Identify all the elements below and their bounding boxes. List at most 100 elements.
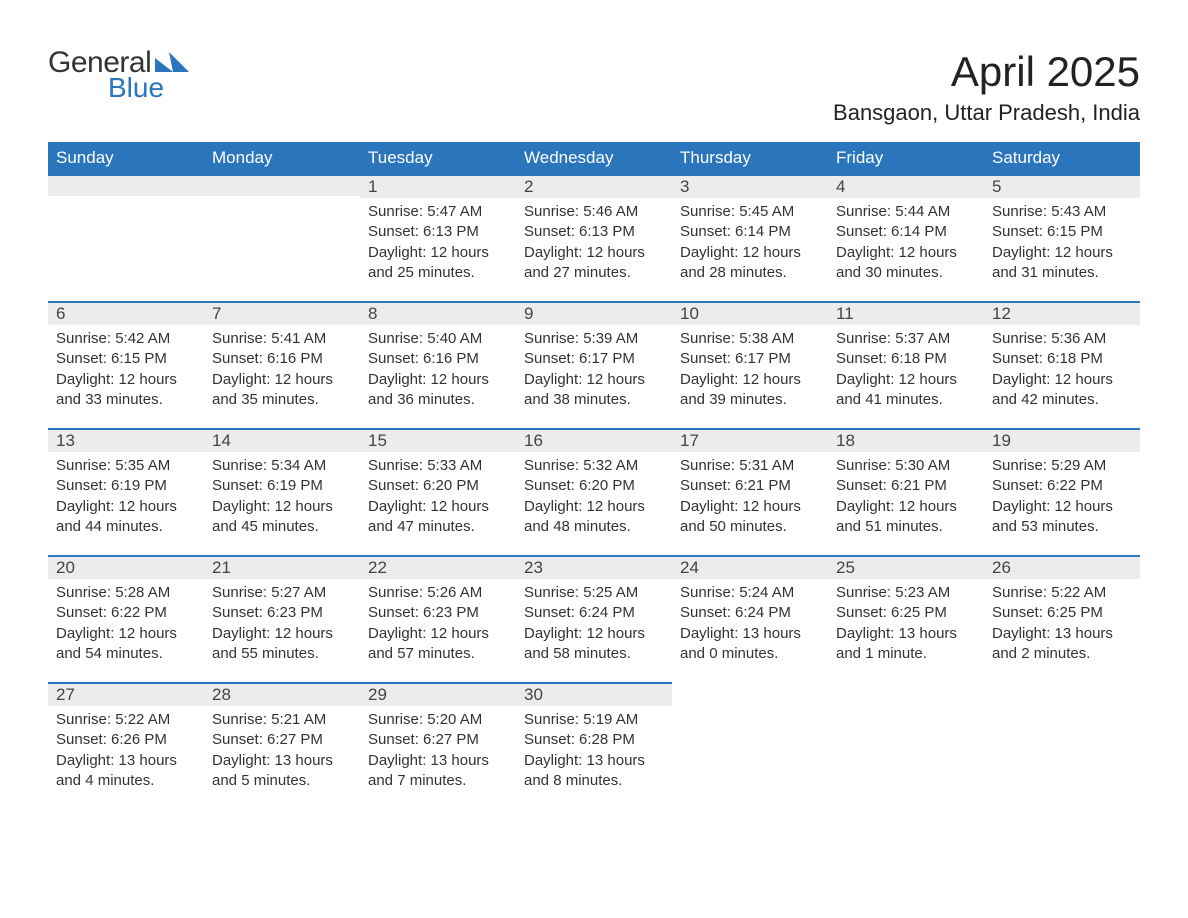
sunset-line: Sunset: 6:16 PM <box>368 349 508 369</box>
day-details: Sunrise: 5:44 AMSunset: 6:14 PMDaylight:… <box>828 198 984 283</box>
day-number: 30 <box>516 682 672 706</box>
sunrise-line: Sunrise: 5:21 AM <box>212 710 352 730</box>
day-details: Sunrise: 5:35 AMSunset: 6:19 PMDaylight:… <box>48 452 204 537</box>
day-details: Sunrise: 5:25 AMSunset: 6:24 PMDaylight:… <box>516 579 672 664</box>
day-number: 18 <box>828 428 984 452</box>
daylight-line: Daylight: 12 hours and 28 minutes. <box>680 243 820 284</box>
daylight-line: Daylight: 12 hours and 31 minutes. <box>992 243 1132 284</box>
calendar-day-cell: 15Sunrise: 5:33 AMSunset: 6:20 PMDayligh… <box>360 428 516 555</box>
day-details: Sunrise: 5:22 AMSunset: 6:26 PMDaylight:… <box>48 706 204 791</box>
daylight-line: Daylight: 12 hours and 57 minutes. <box>368 624 508 665</box>
day-number: 25 <box>828 555 984 579</box>
sunset-line: Sunset: 6:25 PM <box>992 603 1132 623</box>
calendar-day-cell: 17Sunrise: 5:31 AMSunset: 6:21 PMDayligh… <box>672 428 828 555</box>
weekday-header: Sunday <box>48 142 204 174</box>
day-details: Sunrise: 5:28 AMSunset: 6:22 PMDaylight:… <box>48 579 204 664</box>
sunrise-line: Sunrise: 5:31 AM <box>680 456 820 476</box>
sunrise-line: Sunrise: 5:43 AM <box>992 202 1132 222</box>
sunset-line: Sunset: 6:25 PM <box>836 603 976 623</box>
brand-logo: General Blue <box>48 48 189 102</box>
sunset-line: Sunset: 6:19 PM <box>56 476 196 496</box>
sunset-line: Sunset: 6:14 PM <box>680 222 820 242</box>
sunrise-line: Sunrise: 5:35 AM <box>56 456 196 476</box>
weekday-header: Wednesday <box>516 142 672 174</box>
sunset-line: Sunset: 6:27 PM <box>368 730 508 750</box>
day-number: 7 <box>204 301 360 325</box>
sunset-line: Sunset: 6:22 PM <box>992 476 1132 496</box>
calendar-day-cell: 5Sunrise: 5:43 AMSunset: 6:15 PMDaylight… <box>984 174 1140 301</box>
sunset-line: Sunset: 6:26 PM <box>56 730 196 750</box>
sunrise-line: Sunrise: 5:47 AM <box>368 202 508 222</box>
sunrise-line: Sunrise: 5:27 AM <box>212 583 352 603</box>
day-number: 19 <box>984 428 1140 452</box>
day-number: 9 <box>516 301 672 325</box>
sunset-line: Sunset: 6:18 PM <box>992 349 1132 369</box>
daylight-line: Daylight: 12 hours and 25 minutes. <box>368 243 508 284</box>
day-details: Sunrise: 5:19 AMSunset: 6:28 PMDaylight:… <box>516 706 672 791</box>
sunrise-line: Sunrise: 5:24 AM <box>680 583 820 603</box>
day-details: Sunrise: 5:24 AMSunset: 6:24 PMDaylight:… <box>672 579 828 664</box>
calendar-day-cell: 11Sunrise: 5:37 AMSunset: 6:18 PMDayligh… <box>828 301 984 428</box>
sunset-line: Sunset: 6:20 PM <box>368 476 508 496</box>
calendar-day-cell: 12Sunrise: 5:36 AMSunset: 6:18 PMDayligh… <box>984 301 1140 428</box>
calendar-day-cell: 16Sunrise: 5:32 AMSunset: 6:20 PMDayligh… <box>516 428 672 555</box>
weekday-header: Saturday <box>984 142 1140 174</box>
sunrise-line: Sunrise: 5:40 AM <box>368 329 508 349</box>
sunset-line: Sunset: 6:17 PM <box>680 349 820 369</box>
page: General Blue April 2025 Bansgaon, Uttar … <box>0 0 1188 849</box>
day-details: Sunrise: 5:45 AMSunset: 6:14 PMDaylight:… <box>672 198 828 283</box>
weekday-header-row: Sunday Monday Tuesday Wednesday Thursday… <box>48 142 1140 174</box>
day-details: Sunrise: 5:42 AMSunset: 6:15 PMDaylight:… <box>48 325 204 410</box>
daylight-line: Daylight: 12 hours and 44 minutes. <box>56 497 196 538</box>
daylight-line: Daylight: 12 hours and 58 minutes. <box>524 624 664 665</box>
calendar-day-cell: 13Sunrise: 5:35 AMSunset: 6:19 PMDayligh… <box>48 428 204 555</box>
daylight-line: Daylight: 13 hours and 4 minutes. <box>56 751 196 792</box>
day-details: Sunrise: 5:40 AMSunset: 6:16 PMDaylight:… <box>360 325 516 410</box>
calendar-day-cell: 30Sunrise: 5:19 AMSunset: 6:28 PMDayligh… <box>516 682 672 809</box>
sunrise-line: Sunrise: 5:22 AM <box>56 710 196 730</box>
day-number: 1 <box>360 174 516 198</box>
day-details: Sunrise: 5:41 AMSunset: 6:16 PMDaylight:… <box>204 325 360 410</box>
sunrise-line: Sunrise: 5:30 AM <box>836 456 976 476</box>
day-number: 8 <box>360 301 516 325</box>
day-number: 5 <box>984 174 1140 198</box>
day-number: 28 <box>204 682 360 706</box>
calendar-day-cell: 14Sunrise: 5:34 AMSunset: 6:19 PMDayligh… <box>204 428 360 555</box>
daylight-line: Daylight: 13 hours and 1 minute. <box>836 624 976 665</box>
sunrise-line: Sunrise: 5:41 AM <box>212 329 352 349</box>
day-details: Sunrise: 5:20 AMSunset: 6:27 PMDaylight:… <box>360 706 516 791</box>
daylight-line: Daylight: 12 hours and 35 minutes. <box>212 370 352 411</box>
sunset-line: Sunset: 6:27 PM <box>212 730 352 750</box>
calendar-week-row: 27Sunrise: 5:22 AMSunset: 6:26 PMDayligh… <box>48 682 1140 809</box>
day-details: Sunrise: 5:30 AMSunset: 6:21 PMDaylight:… <box>828 452 984 537</box>
day-details: Sunrise: 5:43 AMSunset: 6:15 PMDaylight:… <box>984 198 1140 283</box>
sunrise-line: Sunrise: 5:45 AM <box>680 202 820 222</box>
daylight-line: Daylight: 13 hours and 0 minutes. <box>680 624 820 665</box>
daylight-line: Daylight: 12 hours and 54 minutes. <box>56 624 196 665</box>
day-number: 29 <box>360 682 516 706</box>
calendar-day-cell <box>48 174 204 301</box>
sunrise-line: Sunrise: 5:32 AM <box>524 456 664 476</box>
day-details: Sunrise: 5:32 AMSunset: 6:20 PMDaylight:… <box>516 452 672 537</box>
sunset-line: Sunset: 6:15 PM <box>56 349 196 369</box>
daylight-line: Daylight: 12 hours and 38 minutes. <box>524 370 664 411</box>
calendar-day-cell: 3Sunrise: 5:45 AMSunset: 6:14 PMDaylight… <box>672 174 828 301</box>
sunrise-line: Sunrise: 5:20 AM <box>368 710 508 730</box>
day-details: Sunrise: 5:26 AMSunset: 6:23 PMDaylight:… <box>360 579 516 664</box>
sunrise-line: Sunrise: 5:33 AM <box>368 456 508 476</box>
calendar-day-cell <box>672 682 828 809</box>
calendar-day-cell: 18Sunrise: 5:30 AMSunset: 6:21 PMDayligh… <box>828 428 984 555</box>
sunset-line: Sunset: 6:23 PM <box>368 603 508 623</box>
day-number: 23 <box>516 555 672 579</box>
daylight-line: Daylight: 12 hours and 45 minutes. <box>212 497 352 538</box>
calendar-day-cell: 8Sunrise: 5:40 AMSunset: 6:16 PMDaylight… <box>360 301 516 428</box>
sunset-line: Sunset: 6:24 PM <box>680 603 820 623</box>
calendar-week-row: 1Sunrise: 5:47 AMSunset: 6:13 PMDaylight… <box>48 174 1140 301</box>
day-number: 3 <box>672 174 828 198</box>
day-number: 22 <box>360 555 516 579</box>
day-number: 20 <box>48 555 204 579</box>
calendar-day-cell <box>204 174 360 301</box>
sunrise-line: Sunrise: 5:34 AM <box>212 456 352 476</box>
sunrise-line: Sunrise: 5:19 AM <box>524 710 664 730</box>
daylight-line: Daylight: 12 hours and 36 minutes. <box>368 370 508 411</box>
